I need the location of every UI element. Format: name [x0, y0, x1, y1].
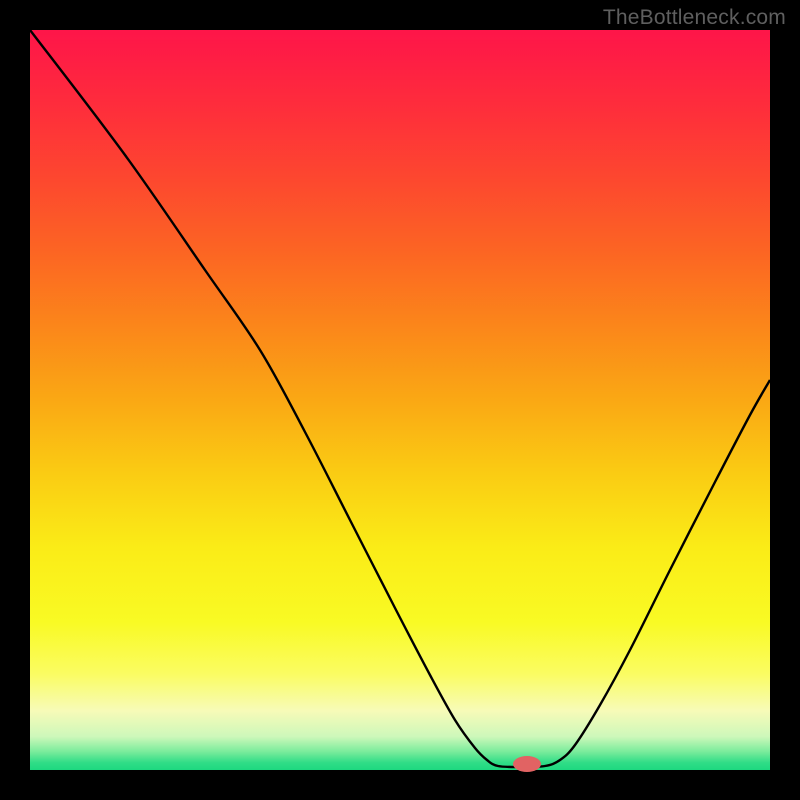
bottleneck-chart [0, 0, 800, 800]
optimal-point-marker [513, 756, 541, 772]
plot-background [30, 30, 770, 770]
watermark-text: TheBottleneck.com [603, 6, 786, 30]
